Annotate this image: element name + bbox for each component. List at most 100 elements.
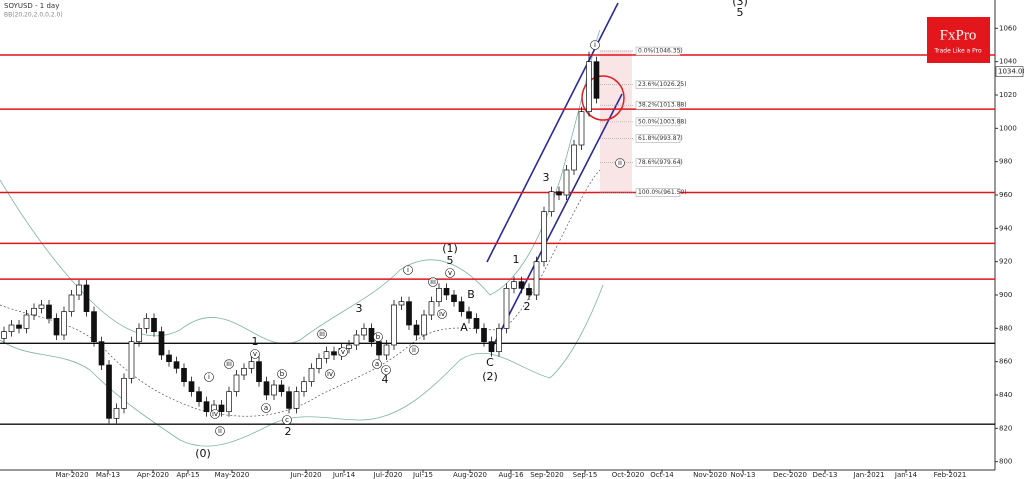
wave-mark-circle: [615, 158, 625, 168]
x-tick-label: Mar-2020: [55, 471, 88, 479]
candle-body: [571, 144, 577, 171]
wave-mark-circle: [210, 409, 220, 419]
candle-body: [83, 284, 90, 313]
candle-body: [76, 284, 82, 296]
candle-body: [143, 317, 150, 329]
x-tick-label: Jan-2021: [852, 471, 884, 479]
x-tick-label: Feb-2021: [934, 471, 967, 479]
x-tick-label: Mar-13: [96, 471, 120, 479]
wave-mark-circle: [224, 359, 234, 369]
y-tick-label: 860: [999, 358, 1012, 366]
y-tick-label: 900: [999, 291, 1012, 299]
wave-mark: i: [594, 41, 596, 49]
wave-label: B: [467, 288, 475, 301]
wave-label: 3: [356, 302, 363, 315]
wave-mark: iv: [327, 370, 333, 378]
x-tick-label: Apr-15: [176, 471, 199, 479]
wave-mark: a: [264, 404, 268, 412]
candle-body: [316, 357, 322, 369]
candle-body: [31, 307, 37, 316]
candle-body: [1, 331, 7, 339]
wave-label: A: [460, 321, 468, 334]
candle-body: [391, 304, 397, 346]
x-tick-label: Apr-2020: [137, 471, 169, 479]
x-tick-label: May-2020: [215, 471, 250, 479]
wave-label: (1): [442, 242, 458, 255]
wave-mark-circle: [204, 372, 214, 382]
wave-label: 5: [447, 254, 454, 267]
wave-mark: c: [384, 366, 388, 374]
price-tag-label: 1034.00: [998, 68, 1024, 76]
candle-body: [188, 381, 195, 393]
wave-mark-circle: [277, 369, 287, 379]
candle-body: [488, 341, 495, 353]
candle-body: [443, 287, 450, 296]
x-tick-label: Jun-2020: [289, 471, 321, 479]
candle-body: [376, 341, 382, 356]
candle-body: [563, 169, 570, 196]
wave-mark: v: [341, 348, 345, 356]
fib-label-box: [635, 158, 681, 167]
wave-mark: iii: [430, 278, 436, 286]
candle-body: [173, 361, 180, 369]
wave-mark-circle: [428, 277, 438, 287]
candle-body: [218, 404, 225, 413]
candle-body: [263, 381, 270, 396]
fib-label: 23.6%(1026.25): [638, 81, 687, 88]
x-tick-label: Dec-13: [813, 471, 838, 479]
candle-body: [353, 334, 360, 346]
candle-body: [241, 367, 247, 376]
candle-body: [106, 364, 112, 419]
candle-body: [526, 287, 532, 296]
price-tag-box: [995, 66, 1024, 77]
y-tick-label: 920: [999, 258, 1012, 266]
y-tick-label: 1000: [999, 124, 1017, 132]
chart-subtitle: BB(20,20,2.0,0,2.0): [4, 12, 63, 19]
wave-mark-circle: [403, 265, 413, 275]
wave-mark: ii: [218, 427, 222, 435]
candle-body: [113, 407, 120, 419]
candle-body: [541, 211, 547, 263]
candle-body: [518, 281, 525, 289]
fib-label-box: [635, 80, 681, 89]
candle-body: [293, 391, 300, 409]
candle-body: [158, 331, 165, 356]
wave-mark: a: [375, 360, 379, 368]
candle-body: [233, 374, 240, 393]
x-tick-label: Sep-15: [573, 471, 598, 479]
wave-label: 3: [543, 171, 550, 184]
wave-mark: b: [280, 370, 285, 378]
y-tick-label: 1040: [999, 58, 1017, 66]
candle-body: [548, 191, 555, 213]
candle-body: [226, 391, 232, 413]
wave-mark-circle: [437, 309, 447, 319]
y-tick-label: 980: [999, 158, 1012, 166]
wave-mark-circle: [261, 403, 271, 413]
candle-body: [278, 384, 285, 393]
wave-mark: i: [208, 373, 210, 381]
candle-body: [331, 351, 337, 356]
candle-body: [368, 327, 375, 343]
candle-body: [98, 341, 105, 366]
candle-body: [23, 314, 30, 329]
fib-label: 38.2%(1013.88): [638, 102, 687, 109]
candle-body: [586, 61, 592, 113]
fib-zone: [600, 50, 632, 192]
x-tick-label: Nov-2020: [693, 471, 727, 479]
y-tick-label: 820: [999, 424, 1012, 432]
x-tick-label: Aug-16: [498, 471, 524, 479]
candle-body: [466, 311, 472, 319]
wave-mark: iv: [439, 310, 445, 318]
wave-label: 1: [252, 335, 259, 348]
x-tick-label: Jul-2020: [373, 471, 403, 479]
bollinger-upper: [0, 29, 601, 345]
fib-label-box: [635, 46, 681, 56]
y-tick-label: 1060: [999, 24, 1017, 32]
candle-body: [46, 304, 52, 319]
wave-label: 2: [524, 300, 531, 313]
candle-body: [53, 317, 60, 336]
fib-label: 78.6%(979.64): [638, 159, 683, 166]
candle-body: [481, 327, 487, 343]
